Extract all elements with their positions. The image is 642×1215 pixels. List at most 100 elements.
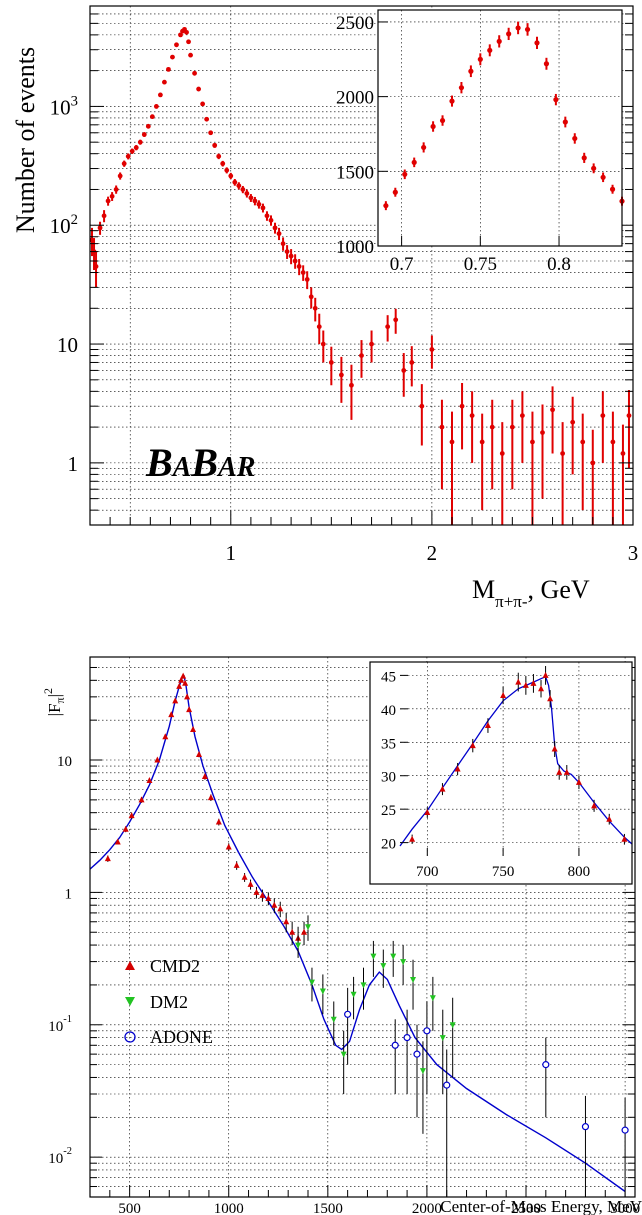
bottom-inset-chart: 20 25 30 35 40 45 700 750 800 [369,661,633,885]
top-data-point [101,213,107,219]
top-data-point [530,439,535,445]
top-data-point [166,66,171,72]
bottom-point-dm2 [380,963,387,970]
top-y-tick-label-base: 10 [50,214,71,238]
top-inset-point [383,203,389,209]
top-data-point [117,173,123,179]
top-data-point [369,341,374,347]
bottom-point-cmd2 [289,928,296,935]
top-data-point [359,353,364,358]
bottom-point-cmd2 [154,756,161,763]
top-data-point [459,403,465,409]
bottom-point-cmd2 [277,905,284,912]
bottom-point-cmd2 [180,672,187,679]
top-inset-point [439,117,446,124]
top-data-point [133,145,139,151]
top-data-point [401,368,407,373]
bottom-point-cmd2 [182,679,189,686]
legend-cmd2-label: CMD2 [150,956,200,976]
top-inset-point [449,98,455,104]
legend-item-adone: ADONE [124,1027,213,1047]
bottom-point-cmd2 [168,711,175,718]
bottom-point-adone [413,1050,421,1058]
top-y-tick-label-base: 1 [68,452,79,476]
bottom-y-tick-label: 1 [65,886,73,902]
bottom-point-dm2 [370,953,377,960]
top-data-point [292,258,298,264]
top-inset-point [543,61,550,67]
bottom-point-cmd2 [172,697,179,704]
top-data-point [196,86,202,92]
bottom-inset-y-tick-label: 30 [381,770,396,786]
top-data-point [479,439,485,445]
top-x-axis-title-unit: , GeV [528,575,590,604]
bottom-y-tick-label-base: 10 [48,1019,63,1035]
bottom-point-dm2 [419,1068,426,1075]
top-data-point [385,324,391,330]
bottom-inset-point [454,765,461,772]
top-data-point [304,277,310,282]
bottom-x-axis-title: Center-of-Mass Energy, MeV [440,1197,642,1215]
top-data-point [620,451,626,456]
top-inset-y-tick-label: 1000 [336,237,374,258]
bottom-point-cmd2 [128,812,135,819]
top-data-point [145,123,151,129]
bottom-point-adone [391,1041,399,1049]
bottom-inset-point [424,809,431,816]
top-inset-point [524,26,531,33]
top-data-point [580,439,586,445]
logo-part-1: B [145,440,173,485]
top-data-point [141,132,147,137]
bottom-point-dm2 [340,1051,347,1058]
bottom-point-cmd2 [138,796,145,803]
top-x-axis-title-sub: π+π- [495,592,528,611]
top-data-point [338,372,344,378]
top-data-point [519,413,525,418]
top-inset-y-tick-label: 1500 [336,162,374,183]
bottom-inset-point [484,722,491,729]
top-inset-point [392,189,398,195]
legend-dm2-marker [125,997,135,1006]
top-data-point [316,324,322,330]
top-data-point [509,424,515,430]
logo-part-4: AR [216,452,255,483]
bottom-point-dm2 [295,942,302,949]
legend-item-dm2: DM2 [125,992,188,1012]
top-plot-frame [89,5,634,526]
bottom-point-cmd2 [201,773,208,780]
bottom-point-cmd2 [241,873,248,880]
legend-dm2-label: DM2 [150,992,188,1012]
bottom-point-dm2 [429,995,436,1002]
legend-cmd2-marker [125,961,135,970]
bottom-point-dm2 [319,988,326,995]
bottom-point-cmd2 [176,682,183,689]
bottom-point-adone [423,1027,431,1035]
top-data-point [200,101,206,107]
bottom-y-tick-label: 10-1 [48,1014,72,1035]
top-data-point [328,360,334,365]
top-data-point [240,187,246,192]
bottom-inset-point [556,768,563,775]
bottom-point-cmd2 [196,751,202,758]
bottom-x-tick-label: 3000 [610,1201,640,1215]
top-data-point [469,413,475,418]
top-data-point [560,451,566,456]
bottom-inset-point [606,815,613,822]
top-data-point [300,270,306,275]
top-data-point [449,439,455,445]
top-data-point [308,294,314,300]
bottom-point-cmd2 [215,818,222,825]
top-inset-point [496,38,502,44]
bottom-y-tick-label-base: 10 [48,1151,63,1167]
top-data-point [393,317,399,323]
bottom-inset-point [591,802,598,809]
bottom-y-tick-label-base: 10 [57,754,72,770]
top-x-axis-title: Mπ+π-, GeV [472,575,590,611]
top-data-point [93,264,99,269]
bottom-y-tick-label: 10-2 [48,1146,72,1167]
bottom-inset-y-tick-label: 20 [381,837,396,853]
top-data-point [429,347,435,352]
top-data-point [280,241,286,247]
bottom-point-dm2 [350,991,357,998]
